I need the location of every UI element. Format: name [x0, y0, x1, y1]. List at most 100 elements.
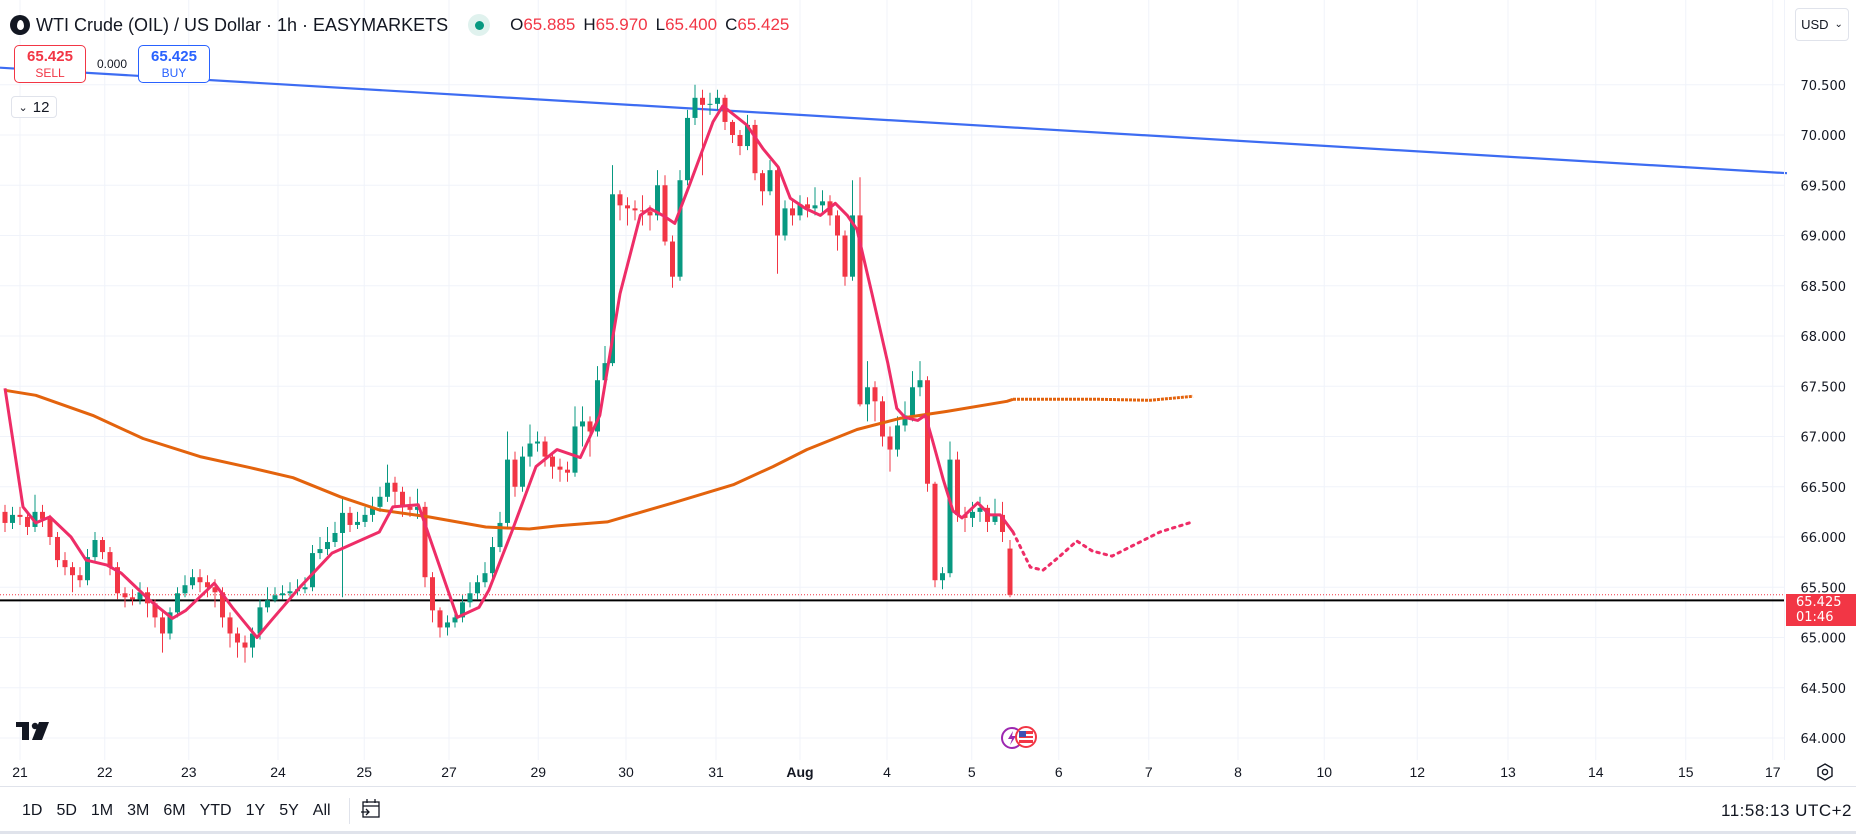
time-tick-label: 5 [968, 764, 976, 780]
candle [115, 562, 120, 600]
time-tick-label: 22 [97, 764, 113, 780]
candle-body [130, 597, 135, 600]
range-5d-button[interactable]: 5D [56, 802, 77, 819]
candle [355, 511, 360, 529]
candle [347, 506, 353, 532]
ohlc-low: L65.400 [655, 15, 718, 34]
candle [497, 511, 503, 553]
range-3m-button[interactable]: 3M [127, 802, 150, 819]
symbol-header[interactable]: WTI Crude (OIL) / US Dollar · 1h · EASYM… [10, 12, 789, 38]
candle-body [745, 124, 750, 147]
candle [460, 595, 465, 623]
go-to-date-calendar-icon[interactable] [360, 798, 382, 825]
candle [857, 177, 863, 407]
price-tick-label: 70.500 [1801, 79, 1847, 94]
candle [677, 170, 683, 281]
candle-body [572, 426, 578, 473]
candle-body [482, 573, 488, 583]
candle-body [1007, 548, 1013, 595]
candle [1007, 540, 1013, 598]
candle [835, 210, 840, 251]
price-axis[interactable]: 70.500 70.000 69.500 69.000 68.500 68.000 67.5… [1801, 79, 1847, 747]
candle-body [640, 210, 645, 212]
time-tick-label: 21 [12, 764, 28, 780]
time-axis[interactable]: 21 22 23 24 25 27 29 30 31 Aug 4 5 6 7 8 10 12 13 14 15 17 [12, 764, 1781, 780]
range-ytd-button[interactable]: YTD [199, 802, 232, 819]
resistance-trendline[interactable] [0, 66, 1788, 175]
price-tick-label: 68.500 [1801, 280, 1847, 295]
candle-body [302, 587, 308, 590]
indicators-collapse-button[interactable]: ⌄ 12 [11, 96, 57, 118]
candle [790, 200, 795, 226]
slow-moving-average-line[interactable] [4, 388, 1014, 531]
buy-label: BUY [161, 66, 187, 80]
candle-body [542, 441, 548, 457]
candle-body [565, 469, 570, 473]
candle [685, 109, 690, 186]
candle-body [107, 552, 113, 568]
candle-body [685, 117, 690, 181]
time-tick-label: 25 [356, 764, 372, 780]
sell-button[interactable]: 65.425 SELL [14, 45, 86, 83]
candle-body [212, 587, 218, 593]
candle-body [865, 387, 870, 405]
candle-body [595, 380, 600, 432]
candle-body [205, 582, 210, 588]
range-all-button[interactable]: All [312, 802, 331, 819]
candle-body [115, 567, 120, 594]
candle [917, 361, 923, 397]
candle-body [992, 514, 998, 522]
candle [760, 170, 765, 206]
economic-events-marker[interactable] [1000, 725, 1046, 751]
clock-timezone[interactable]: 11:58:13 UTC+2 [1721, 801, 1852, 820]
candle-body [137, 592, 143, 600]
range-1y-button[interactable]: 1Y [245, 802, 266, 819]
tradingview-logo-icon[interactable] [16, 718, 50, 746]
candle-body [400, 491, 405, 507]
buy-button[interactable]: 65.425 BUY [138, 45, 210, 83]
fast-moving-average-line[interactable] [3, 104, 1015, 639]
price-chart[interactable]: 70.50070.00069.50069.00068.50068.00067.5… [0, 0, 1856, 786]
time-tick-label: 17 [1765, 764, 1781, 780]
candle [227, 612, 233, 648]
range-1m-button[interactable]: 1M [90, 802, 114, 819]
candle-body [355, 521, 360, 525]
candle-body [617, 194, 623, 206]
candle-body [460, 602, 465, 618]
price-tick-label: 66.000 [1801, 531, 1847, 546]
range-5y-button[interactable]: 5Y [279, 802, 299, 819]
candle [332, 521, 338, 548]
candle [962, 506, 968, 532]
price-tick-label: 67.000 [1801, 431, 1847, 446]
candle-body [775, 170, 780, 236]
candle-body [647, 211, 653, 216]
candle-body [917, 380, 923, 388]
time-tick-label: 7 [1145, 764, 1153, 780]
price-tick-label: 64.000 [1801, 732, 1847, 747]
candle [430, 572, 435, 623]
candle [10, 506, 15, 529]
symbol-title[interactable]: WTI Crude (OIL) / US Dollar · 1h · EASYM… [36, 14, 449, 35]
candle-body [407, 506, 413, 510]
candle-body [220, 592, 225, 618]
range-6m-button[interactable]: 6M [163, 802, 186, 819]
candle-body [467, 593, 473, 603]
chart-settings-icon[interactable] [1815, 762, 1835, 782]
time-tick-label: 12 [1409, 764, 1425, 780]
time-tick-label: 15 [1678, 764, 1694, 780]
candle-body [767, 170, 773, 192]
time-tick-label: Aug [786, 764, 813, 780]
range-1d-button[interactable]: 1D [22, 802, 43, 819]
candle [910, 371, 915, 422]
candle-body [550, 456, 555, 467]
candle-body [985, 507, 990, 522]
price-tick-label: 65.000 [1801, 632, 1847, 647]
candle-body [25, 516, 30, 527]
candle-body [782, 208, 788, 236]
candle [715, 89, 720, 110]
candle-body [797, 204, 803, 216]
candle-body [820, 201, 825, 206]
price-tick-label: 70.000 [1801, 129, 1847, 144]
currency-select[interactable]: USD ⌄ [1795, 8, 1849, 41]
candle [535, 431, 540, 452]
